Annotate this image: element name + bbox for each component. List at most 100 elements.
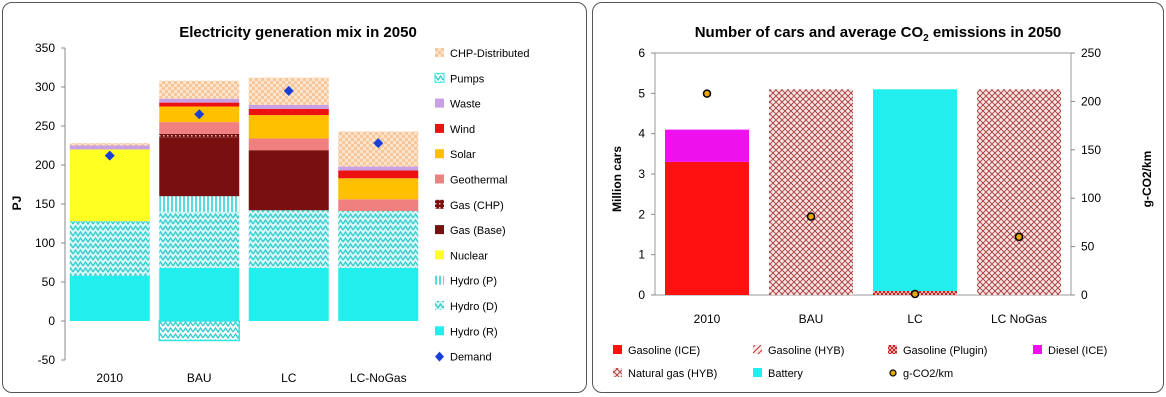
- legend-label-natural-gas-hyb: Natural gas (HYB): [628, 368, 717, 380]
- y2-tick-label: 100: [1081, 191, 1101, 205]
- y-tick-label: 0: [48, 314, 55, 328]
- bar-segment-hydro-d: [248, 210, 329, 268]
- x-tick-label: LC-NoGas: [350, 371, 407, 385]
- x-tick-label: LC NoGas: [991, 312, 1047, 326]
- legend-swatch-gasoline-plugin: [888, 345, 897, 354]
- y-tick-label: 150: [35, 197, 55, 211]
- legend-label-pumps: Pumps: [450, 73, 485, 85]
- legend-label-wind: Wind: [450, 124, 475, 136]
- y2-tick-label: 250: [1081, 46, 1101, 60]
- bar-segment-natural-gas-hyb: [977, 89, 1061, 295]
- y-tick-label: 5: [638, 86, 645, 100]
- y2-tick-label: 200: [1081, 94, 1101, 108]
- legend-label-gasoline-hyb: Gasoline (HYB): [768, 345, 844, 357]
- legend-label-nuclear: Nuclear: [450, 250, 488, 262]
- legend-swatch-solar: [435, 149, 444, 159]
- x-tick-label: 2010: [694, 312, 721, 326]
- legend-swatch-natural-gas-hyb: [613, 368, 622, 377]
- gco2-marker: [702, 89, 712, 98]
- legend-swatch-hydro-d: [435, 301, 444, 310]
- y-tick-label: 300: [35, 80, 55, 94]
- y-tick-label: -50: [38, 353, 56, 367]
- legend-label-hydro-d: Hydro (D): [450, 301, 498, 313]
- legend-label-waste: Waste: [450, 99, 481, 111]
- cars-emissions-chart: Number of cars and average CO2 emissions…: [610, 24, 1154, 380]
- x-tick-label: LC: [907, 312, 923, 326]
- bar-segment-diesel-ice: [665, 129, 749, 162]
- bar-segment-waste: [338, 166, 419, 171]
- y-tick-label: 100: [35, 236, 55, 250]
- bar-segment-wind: [338, 170, 419, 179]
- bar-segment-waste: [248, 104, 329, 109]
- x-tick-label: LC: [281, 371, 297, 385]
- bar-segment-nuclear: [69, 149, 150, 222]
- legend-swatch-geothermal: [435, 174, 444, 184]
- bar-segment-geothermal: [338, 199, 419, 212]
- legend-swatch-wind: [435, 123, 444, 133]
- demand-marker: [283, 85, 294, 96]
- legend-label-g-co2-km: g-CO2/km: [903, 368, 953, 380]
- y-tick-label: 2: [638, 207, 645, 221]
- demand-marker: [104, 150, 115, 161]
- y2-axis-label: g-CO2/km: [1140, 151, 1154, 208]
- legend-swatch-g-co2-km: [889, 369, 897, 377]
- legend-label-gas-chp: Gas (CHP): [450, 200, 504, 212]
- bar-segment-hydro-d: [69, 221, 150, 276]
- y-tick-label: 350: [35, 41, 55, 55]
- legend-swatch-diesel-ice: [1033, 345, 1042, 354]
- bar-segment-waste: [69, 145, 150, 150]
- legend-swatch-nuclear: [435, 250, 444, 260]
- bar-segment-gas-base: [159, 137, 240, 197]
- y2-tick-label: 150: [1081, 143, 1101, 157]
- bar-segment-chp-distributed: [338, 131, 419, 167]
- bar-segment-hydro-d: [159, 211, 240, 268]
- y-tick-label: 200: [35, 158, 55, 172]
- bar-segment-hydro-r: [338, 267, 419, 321]
- bar-segment-chp-distributed: [159, 80, 240, 99]
- bar-segment-waste: [159, 98, 240, 103]
- legend-label-solar: Solar: [450, 149, 476, 161]
- y-tick-label: 50: [42, 275, 56, 289]
- legend-swatch-hydro-r: [435, 326, 444, 336]
- chart-panel-cars: Number of cars and average CO2 emissions…: [592, 2, 1164, 393]
- demand-marker: [194, 109, 205, 120]
- legend-swatch-waste: [435, 98, 444, 108]
- legend-swatch-demand: [435, 351, 444, 362]
- legend-label-hydro-r: Hydro (R): [450, 326, 498, 338]
- legend-label-gasoline-ice: Gasoline (ICE): [628, 345, 700, 357]
- bar-segment-gasoline-ice: [665, 161, 749, 295]
- legend-label-chp-distributed: CHP-Distributed: [450, 48, 529, 60]
- legend-label-battery: Battery: [768, 368, 803, 380]
- legend-swatch-gas-chp: [435, 199, 444, 209]
- y-tick-label: 3: [638, 167, 645, 181]
- gco2-marker: [806, 212, 816, 221]
- gco2-marker: [1014, 232, 1024, 242]
- bar-segment-geothermal: [159, 122, 240, 134]
- legend-swatch-battery: [753, 368, 762, 377]
- legend-label-hydro-p: Hydro (P): [450, 276, 497, 288]
- legend-label-diesel-ice: Diesel (ICE): [1048, 345, 1107, 357]
- electricity-generation-chart: Electricity generation mix in 2050 PJ 35…: [10, 24, 529, 385]
- bar-segment-hydro-r: [69, 275, 150, 321]
- bar-segment-battery: [873, 89, 957, 291]
- bar-segment-natural-gas-hyb: [769, 89, 853, 295]
- chart-title: Electricity generation mix in 2050: [179, 24, 417, 41]
- bar-segment-gas-base: [248, 150, 329, 211]
- bar-segment-hydro-d: [338, 211, 419, 268]
- bar-segment-hydro-r: [159, 267, 240, 321]
- bar-segment-wind: [159, 102, 240, 107]
- y-tick-label: 4: [638, 127, 645, 141]
- bar-segment-hydro-p: [159, 196, 240, 212]
- bar-segment-pumps: [158, 320, 240, 342]
- bar-segment-hydro-r: [248, 267, 329, 321]
- legend-label-gas-base: Gas (Base): [450, 225, 506, 237]
- y-axis-label: Million cars: [610, 146, 624, 212]
- x-tick-label: 2010: [96, 371, 123, 385]
- x-tick-label: BAU: [187, 371, 212, 385]
- y-tick-label: 1: [638, 248, 645, 262]
- gco2-marker: [910, 289, 920, 299]
- legend-swatch-chp-distributed: [435, 48, 444, 57]
- legend-label-geothermal: Geothermal: [450, 175, 507, 187]
- bar-segment-chp-distributed: [69, 143, 150, 146]
- legend-swatch-gas-base: [435, 225, 444, 235]
